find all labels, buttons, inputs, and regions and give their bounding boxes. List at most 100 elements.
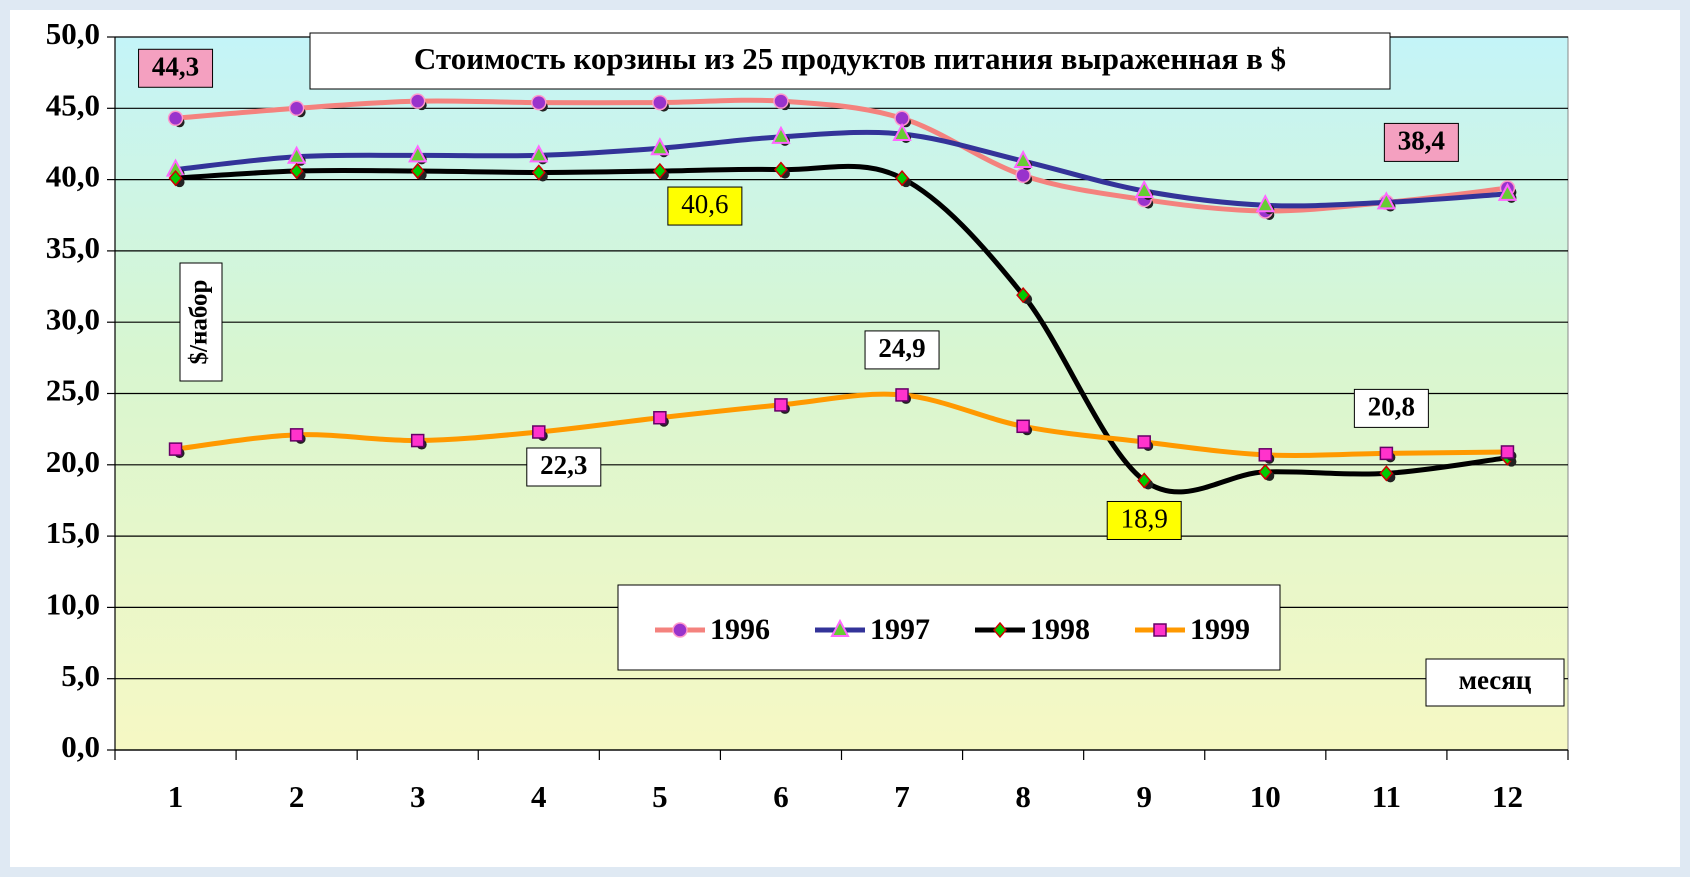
y-tick-label: 15,0 xyxy=(46,515,100,550)
marker xyxy=(1137,472,1152,489)
y-tick-label: 5,0 xyxy=(61,658,100,693)
y-tick-label: 45,0 xyxy=(46,87,100,122)
marker xyxy=(532,425,546,439)
series xyxy=(168,161,1517,495)
marker xyxy=(892,122,912,141)
data-label-box xyxy=(1383,122,1459,162)
marker xyxy=(1134,179,1154,199)
marker xyxy=(653,410,667,425)
marker xyxy=(168,170,183,187)
data-label: 44,3 xyxy=(152,51,199,81)
x-tick-label: 1 xyxy=(168,779,184,814)
data-label: 38,4 xyxy=(1398,126,1445,156)
data-label-box xyxy=(1106,500,1182,540)
marker xyxy=(1016,419,1030,434)
x-tick-label: 2 xyxy=(289,779,305,814)
y-tick-label: 0,0 xyxy=(61,729,100,764)
series-line xyxy=(173,391,1510,458)
marker xyxy=(650,137,670,156)
marker xyxy=(771,125,791,144)
x-tick-label: 8 xyxy=(1015,779,1031,814)
marker xyxy=(289,428,304,442)
marker xyxy=(1015,167,1031,184)
marker xyxy=(1500,445,1515,459)
data-label: 40,6 xyxy=(681,189,728,219)
y-label-box xyxy=(179,262,223,382)
y-tick-label: 25,0 xyxy=(46,373,100,408)
series-line xyxy=(173,129,1510,209)
marker xyxy=(1137,435,1151,449)
marker xyxy=(1258,448,1273,462)
y-tick-label: 35,0 xyxy=(46,230,100,265)
title-box xyxy=(309,32,1391,90)
x-tick-label: 9 xyxy=(1136,779,1152,814)
legend-label: 1999 xyxy=(1190,613,1250,646)
y-tick-label: 10,0 xyxy=(46,587,100,622)
legend-item: 1996 xyxy=(655,613,770,646)
y-tick-label: 40,0 xyxy=(46,159,100,194)
marker xyxy=(167,110,184,127)
marker xyxy=(531,94,547,111)
legend-item: 1999 xyxy=(1135,613,1250,646)
legend-item: 1997 xyxy=(815,613,930,646)
marker xyxy=(1376,191,1397,210)
data-label-box xyxy=(526,447,602,487)
series-line xyxy=(173,97,1510,214)
series xyxy=(168,388,1517,464)
marker xyxy=(773,93,789,109)
series xyxy=(167,93,1517,220)
marker xyxy=(1379,465,1394,482)
marker xyxy=(652,162,667,180)
x-axis-label: месяц xyxy=(1459,665,1532,695)
legend-label: 1996 xyxy=(710,613,770,646)
marker xyxy=(168,442,183,456)
marker xyxy=(895,170,910,187)
y-axis-label: $/набор xyxy=(186,280,213,365)
y-tick-label: 20,0 xyxy=(46,444,100,479)
data-label-box xyxy=(864,330,940,370)
marker xyxy=(529,144,549,163)
marker xyxy=(409,93,426,109)
y-tick-label: 50,0 xyxy=(46,16,100,51)
x-tick-label: 6 xyxy=(773,779,789,814)
marker xyxy=(288,100,305,117)
x-tick-label: 3 xyxy=(410,779,426,814)
series xyxy=(165,122,1518,215)
marker xyxy=(1016,286,1031,304)
marker xyxy=(672,622,688,638)
marker xyxy=(408,144,428,163)
marker xyxy=(652,94,668,111)
marker xyxy=(773,161,788,178)
marker xyxy=(289,162,304,180)
data-label: 22,3 xyxy=(540,450,587,480)
x-tick-label: 12 xyxy=(1492,779,1523,814)
legend-label: 1998 xyxy=(1030,613,1090,646)
x-tick-label: 7 xyxy=(894,779,910,814)
marker xyxy=(531,164,546,181)
marker xyxy=(895,388,909,402)
data-label: 18,9 xyxy=(1121,504,1168,534)
data-label-box xyxy=(667,186,743,226)
chart-title: Стоимость корзины из 25 продуктов питани… xyxy=(414,41,1286,76)
marker xyxy=(410,162,425,180)
marker xyxy=(830,618,850,637)
x-tick-label: 10 xyxy=(1250,779,1281,814)
marker xyxy=(993,621,1007,639)
x-label-box xyxy=(1425,658,1565,707)
marker xyxy=(1497,182,1518,201)
marker xyxy=(286,145,307,164)
marker xyxy=(1258,463,1273,481)
marker xyxy=(1379,446,1394,461)
legend-label: 1997 xyxy=(870,613,930,646)
marker xyxy=(1013,149,1033,169)
y-tick-label: 30,0 xyxy=(46,301,100,336)
x-tick-label: 5 xyxy=(652,779,668,814)
legend-item: 1998 xyxy=(975,613,1090,646)
data-label: 24,9 xyxy=(878,333,925,363)
data-label-box xyxy=(1353,388,1429,428)
x-tick-label: 4 xyxy=(531,779,547,814)
marker xyxy=(774,398,788,412)
x-tick-label: 11 xyxy=(1372,779,1401,814)
